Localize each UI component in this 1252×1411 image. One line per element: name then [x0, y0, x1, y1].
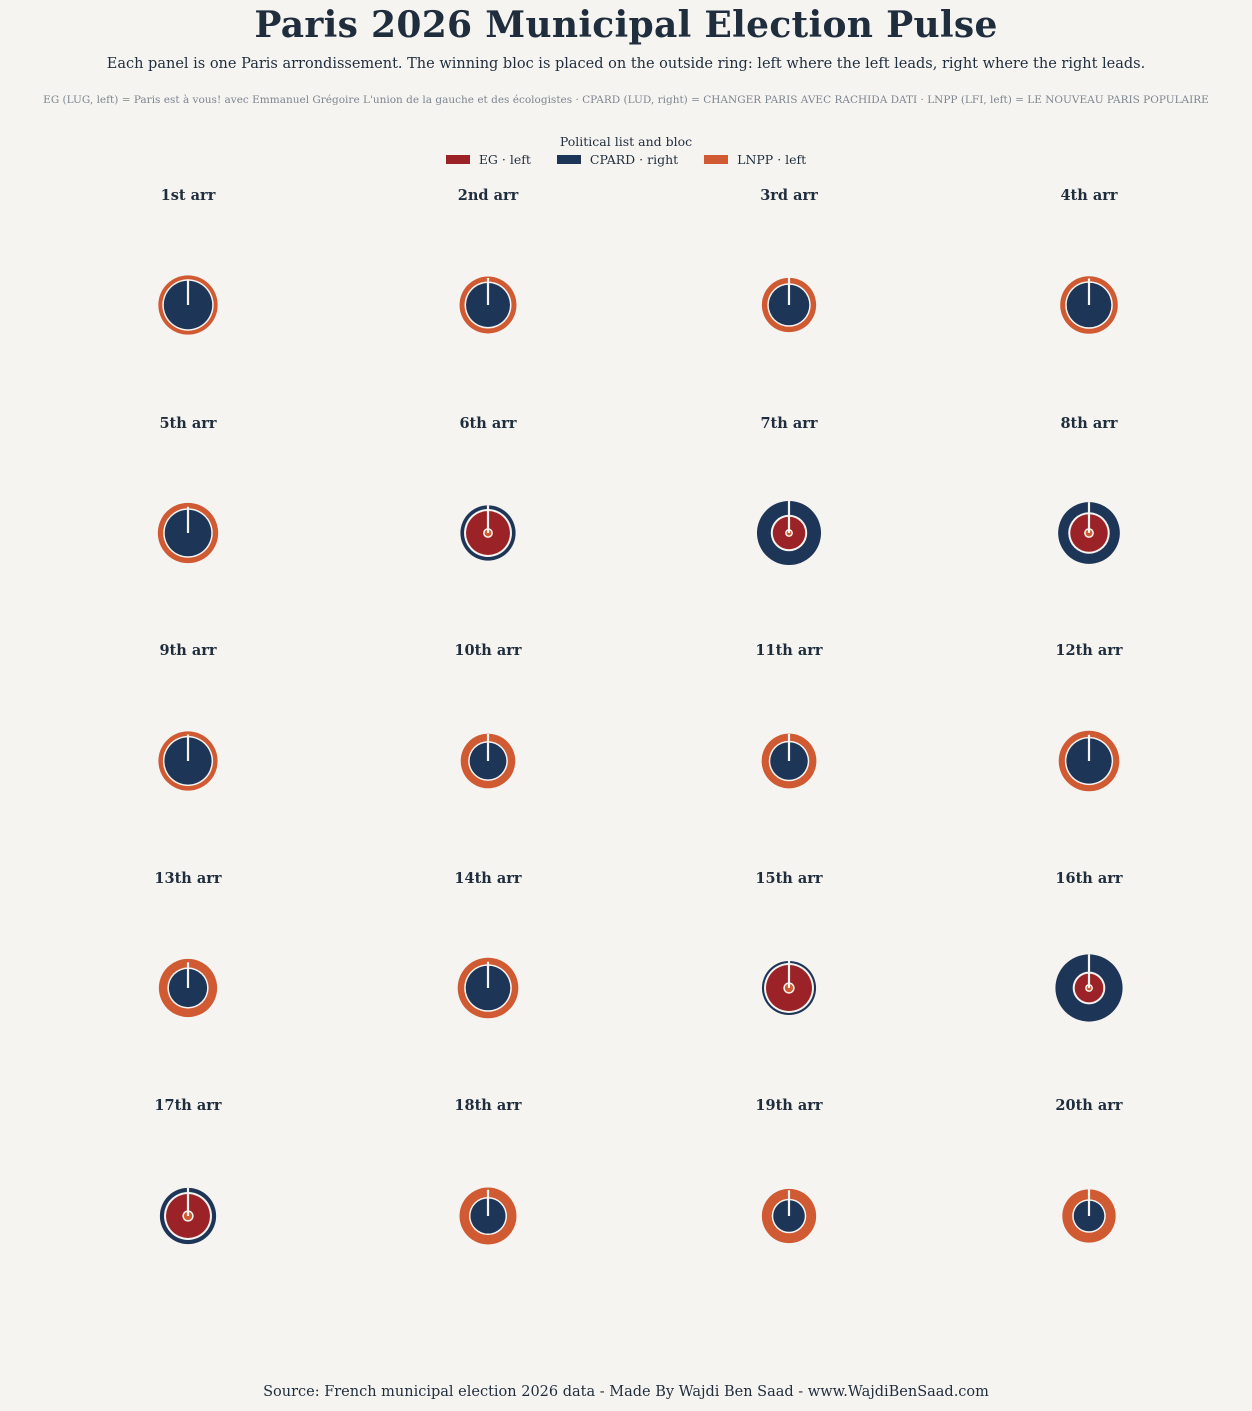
panel-2-title: 2nd arr — [458, 187, 519, 204]
legend-item-cpard: CPARD · right — [556, 152, 679, 167]
panel-11-title: 11th arr — [755, 642, 823, 659]
chart-subtitle: Each panel is one Paris arrondissement. … — [106, 56, 1146, 72]
list-definitions-note: EG (LUG, left) = Paris est à vous! avec … — [43, 94, 1209, 106]
legend-label-lnpp: LNPP · left — [737, 152, 807, 167]
legend-items: EG · left CPARD · right LNPP · left — [0, 152, 1252, 167]
panel-17-title: 17th arr — [154, 1097, 222, 1114]
legend-title: Political list and bloc — [559, 134, 693, 149]
panel-6-title: 6th arr — [459, 415, 516, 432]
panel-1-title: 1st arr — [161, 187, 216, 204]
legend-swatch-cpard — [556, 155, 581, 164]
panel-3-title: 3rd arr — [760, 187, 818, 204]
legend-item-eg: EG · left — [445, 152, 531, 167]
panel-8-title: 8th arr — [1060, 415, 1117, 432]
panel-12-title: 12th arr — [1055, 642, 1123, 659]
panel-7-title: 7th arr — [760, 415, 817, 432]
panel-13-title: 13th arr — [154, 870, 222, 887]
panel-10-title: 10th arr — [454, 642, 522, 659]
panel-19-title: 19th arr — [755, 1097, 823, 1114]
panel-9-title: 9th arr — [159, 642, 216, 659]
panel-4-title: 4th arr — [1060, 187, 1117, 204]
panel-20-title: 20th arr — [1055, 1097, 1123, 1114]
chart-title: Paris 2026 Municipal Election Pulse — [254, 4, 998, 46]
panel-14-title: 14th arr — [454, 870, 522, 887]
legend-swatch-eg — [445, 155, 470, 164]
source-credit: Source: French municipal election 2026 d… — [263, 1384, 989, 1400]
legend-swatch-lnpp — [704, 155, 729, 164]
legend-item-lnpp: LNPP · left — [704, 152, 806, 167]
legend: Political list and bloc EG · left CPARD … — [0, 134, 1252, 167]
panel-18-title: 18th arr — [454, 1097, 522, 1114]
panel-16-title: 16th arr — [1055, 870, 1123, 887]
panel-15-title: 15th arr — [755, 870, 823, 887]
legend-label-eg: EG · left — [478, 152, 531, 167]
panel-5-title: 5th arr — [159, 415, 216, 432]
legend-label-cpard: CPARD · right — [589, 152, 679, 167]
